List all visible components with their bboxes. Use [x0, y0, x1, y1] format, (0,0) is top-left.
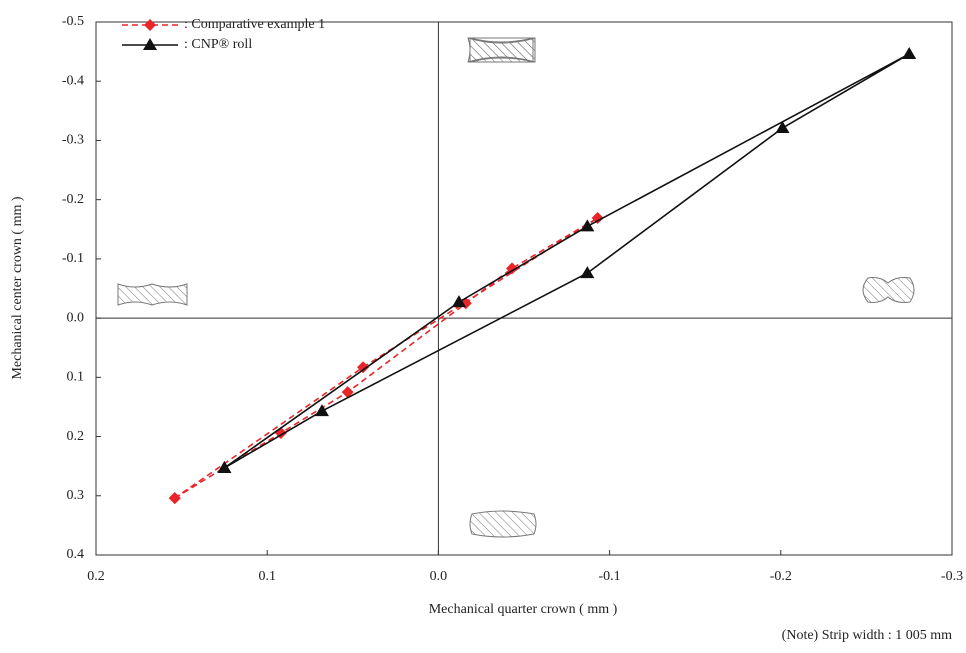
- legend-label: : Comparative example 1: [184, 17, 325, 32]
- legend-marker: [144, 19, 156, 31]
- y-tick-label: -0.4: [62, 73, 84, 88]
- y-tick-label: 0.1: [67, 370, 85, 385]
- note: (Note) Strip width : 1 005 mm: [782, 628, 952, 643]
- concave-icon: [469, 37, 534, 63]
- data-point: [580, 219, 595, 232]
- data-point: [217, 460, 232, 473]
- x-tick-label: 0.1: [258, 569, 276, 584]
- data-point: [341, 386, 354, 399]
- x-axis-title: Mechanical quarter crown ( mm ): [429, 602, 618, 617]
- y-tick-label: 0.3: [67, 488, 85, 503]
- x-tick-label: 0.2: [87, 569, 105, 584]
- convex-icon: [469, 510, 537, 538]
- y-tick-label: 0.0: [67, 310, 85, 325]
- data-point: [775, 121, 790, 134]
- data-point: [902, 46, 917, 59]
- x-tick-label: -0.1: [599, 569, 621, 584]
- y-tick-label: -0.1: [62, 251, 84, 266]
- data-point: [591, 212, 604, 225]
- dogbone-icon: [117, 283, 188, 306]
- x-tick-label: -0.3: [941, 569, 963, 584]
- series-line: [174, 217, 599, 499]
- legend-label: : CNP® roll: [184, 37, 252, 52]
- data-point: [506, 262, 519, 275]
- y-tick-label: -0.2: [62, 192, 84, 207]
- plot-frame: [95, 21, 953, 556]
- double-bulge-icon: [862, 277, 915, 303]
- y-tick-label: -0.5: [62, 14, 84, 29]
- legend-marker: [143, 38, 157, 50]
- data-point: [168, 492, 181, 505]
- data-point: [357, 361, 370, 374]
- x-tick-label: -0.2: [770, 569, 792, 584]
- y-tick-label: -0.3: [62, 133, 84, 148]
- y-tick-label: 0.4: [67, 547, 85, 562]
- y-axis-title: Mechanical center crown ( mm ): [10, 196, 25, 379]
- data-point: [580, 266, 595, 279]
- y-tick-label: 0.2: [67, 429, 85, 444]
- data-point: [314, 404, 329, 417]
- x-tick-label: 0.0: [430, 569, 448, 584]
- series-line: [223, 53, 910, 469]
- data-point: [451, 295, 466, 308]
